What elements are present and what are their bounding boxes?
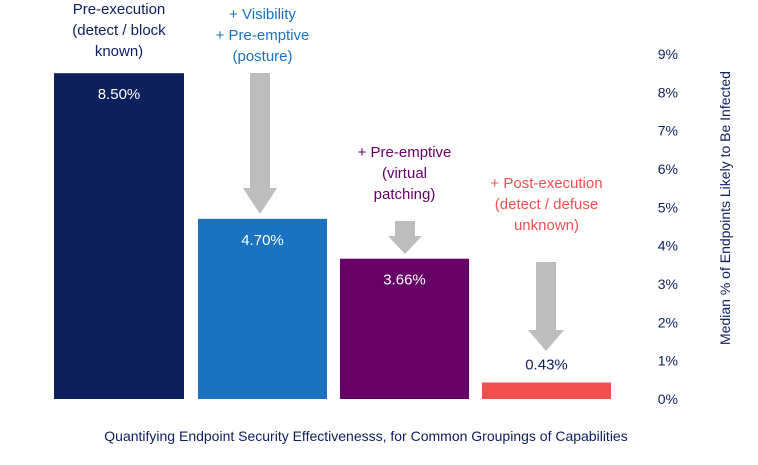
category-label-3: + Pre-emptive (virtual patching) <box>358 144 452 203</box>
y-tick-label: 8% <box>658 84 678 100</box>
arrow-3 <box>528 262 564 351</box>
bar-2 <box>198 218 327 399</box>
category-label-2: + Visibility + Pre-emptive (posture) <box>216 6 310 65</box>
value-label-4: 0.43% <box>525 357 568 374</box>
bar-4 <box>482 382 611 399</box>
arrows-layer <box>243 73 564 351</box>
value-label-3: 3.66% <box>383 272 426 289</box>
y-tick-label: 3% <box>658 276 678 292</box>
arrow-1 <box>243 73 277 214</box>
value-label-1: 8.50% <box>98 86 141 103</box>
value-label-2: 4.70% <box>241 232 284 249</box>
bar-3 <box>340 258 469 399</box>
category-label-1: Pre-execution (detect / block known) <box>72 1 166 60</box>
y-tick-label: 7% <box>658 123 678 139</box>
arrow-2 <box>388 221 422 254</box>
y-axis-label: Median % of Endpoints Likely to Be Infec… <box>717 71 733 345</box>
y-tick-label: 0% <box>658 391 678 407</box>
y-axis-ticks: 0% 1% 2% 3% 4% 5% 6% 7% 8% 9% <box>658 46 678 407</box>
y-tick-label: 4% <box>658 238 678 254</box>
y-tick-label: 5% <box>658 199 678 215</box>
y-tick-label: 9% <box>658 46 678 62</box>
value-labels-layer: 8.50% 4.70% 3.66% 0.43% <box>98 86 568 373</box>
category-labels-layer: Pre-execution (detect / block known) + Visi… <box>72 1 602 234</box>
x-axis-label: Quantifying Endpoint Security Effectiven… <box>104 428 627 444</box>
y-tick-label: 6% <box>658 161 678 177</box>
category-label-4: + Post-execution (detect / defuse unknown) <box>490 175 602 234</box>
bars-layer <box>54 73 611 399</box>
y-tick-label: 2% <box>658 314 678 330</box>
y-tick-label: 1% <box>658 353 678 369</box>
bar-1 <box>54 73 184 399</box>
